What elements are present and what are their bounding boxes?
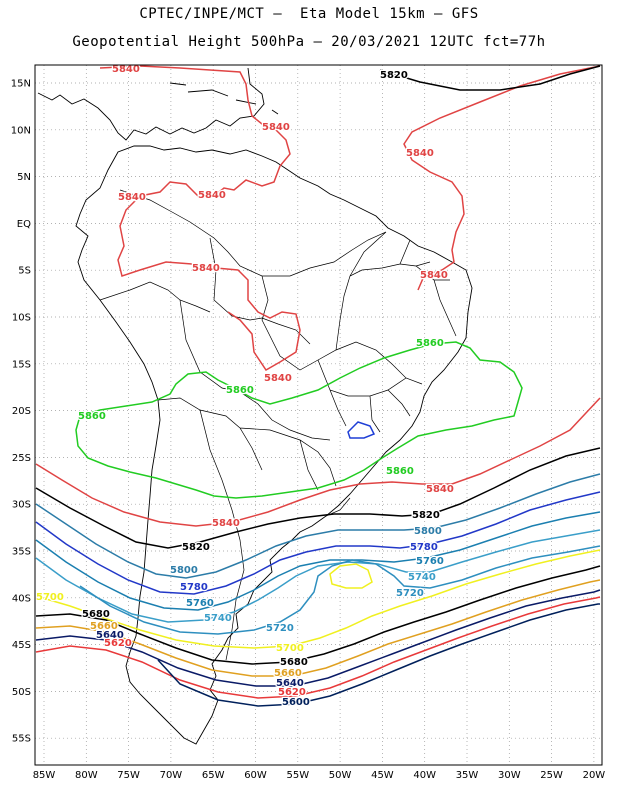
lat-tick-label: 50S (12, 687, 31, 698)
contour-label: 5720 (396, 588, 424, 599)
lon-tick-label: 65W (202, 770, 225, 781)
contour-5700-loop (329, 563, 373, 589)
south-america-coast (75, 145, 473, 745)
contour-label: 5620 (104, 638, 132, 649)
contour-label: 5840 (118, 192, 146, 203)
contour-5620 (35, 596, 601, 699)
contour-label: 5840 (192, 263, 220, 274)
contour-label: 5840 (112, 64, 140, 75)
contour-label: 5740 (408, 572, 436, 583)
contour-label: 5660 (90, 621, 118, 632)
contour-5800 (35, 473, 601, 579)
contour-5660 (35, 579, 601, 677)
chart-title-line1: CPTEC/INPE/MCT – Eta Model 15km – GFS (139, 6, 479, 22)
contour-5740 (35, 529, 601, 623)
contour-5780 (35, 491, 601, 595)
lat-tick-label: 10S (12, 313, 31, 324)
lat-tick-label: 5N (17, 172, 31, 183)
continent-outline (37, 67, 473, 745)
contour-label: 5820 (182, 542, 210, 553)
contour-5680 (35, 565, 601, 665)
lat-tick-label: 15S (12, 359, 31, 370)
contour-5820-north (379, 65, 601, 91)
contour-label: 5760 (416, 556, 444, 567)
contour-label: 5860 (416, 338, 444, 349)
lon-tick-label: 55W (286, 770, 309, 781)
contour-label: 5640 (276, 678, 304, 689)
lat-tick-label: EQ (17, 219, 31, 230)
lon-tick-label: 80W (75, 770, 98, 781)
contour-5640 (35, 589, 601, 687)
contour-label: 5680 (280, 657, 308, 668)
country-borders (99, 189, 457, 661)
contour-label: 5840 (212, 518, 240, 529)
lat-tick-label: 40S (12, 593, 31, 604)
lon-tick-label: 70W (160, 770, 183, 781)
contour-label: 5800 (170, 565, 198, 576)
lon-tick-label: 75W (117, 770, 140, 781)
contour-label: 5660 (274, 668, 302, 679)
graticule: 15N 10N 5N EQ 5S 10S 15S 20S 25S 30S 35S 40S 45S 50S 5… (11, 65, 606, 781)
lon-tick-label: 35W (456, 770, 479, 781)
contour-5700 (35, 549, 601, 649)
lon-tick-label: 45W (371, 770, 394, 781)
contour-label: 5780 (410, 542, 438, 553)
contour-5840-north (99, 65, 301, 371)
lat-tick-label: 10N (11, 125, 31, 136)
lat-tick-label: 5S (18, 266, 31, 277)
contour-label: 5740 (204, 613, 232, 624)
contour-5840-south (35, 397, 601, 527)
lon-tick-label: 85W (33, 770, 56, 781)
lon-tick-label: 25W (540, 770, 563, 781)
contour-label: 5700 (36, 592, 64, 603)
contour-label: 5700 (276, 643, 304, 654)
contour-5820-south (35, 447, 601, 549)
caribbean-islands (169, 82, 279, 115)
lat-tick-label: 45S (12, 640, 31, 651)
central-america-coast (37, 67, 265, 141)
contour-label: 5680 (82, 609, 110, 620)
contour-label: 5860 (386, 466, 414, 477)
contour-labels: 5840 5820 5840 5840 5840 5840 5840 5840 … (35, 63, 455, 710)
contour-label: 5840 (406, 148, 434, 159)
contour-5760 (35, 511, 601, 611)
contour-5880 (347, 421, 376, 439)
chart-title-line2: Geopotential Height 500hPa – 20/03/2021 … (72, 34, 546, 50)
contour-label: 5840 (420, 270, 448, 281)
lon-tick-label: 40W (413, 770, 436, 781)
contour-label: 5840 (426, 484, 454, 495)
lon-tick-label: 60W (244, 770, 267, 781)
contour-label: 5600 (282, 697, 310, 708)
contour-5860 (75, 341, 523, 499)
contour-lines (35, 65, 601, 707)
contour-label: 5820 (412, 510, 440, 521)
contour-label: 5760 (186, 598, 214, 609)
lat-tick-label: 15N (11, 79, 31, 90)
contour-5840-east (403, 65, 601, 291)
map-frame (34, 64, 603, 766)
contour-label: 5840 (262, 122, 290, 133)
lon-tick-label: 50W (329, 770, 352, 781)
contour-label: 5840 (198, 190, 226, 201)
lat-tick-label: 25S (12, 453, 31, 464)
contour-label: 5860 (226, 385, 254, 396)
contour-label: 5860 (78, 411, 106, 422)
contour-label: 5800 (414, 526, 442, 537)
lat-tick-label: 55S (12, 734, 31, 745)
lon-tick-label: 30W (498, 770, 521, 781)
contour-label: 5620 (278, 687, 306, 698)
lat-tick-label: 30S (12, 500, 31, 511)
lat-tick-label: 35S (12, 547, 31, 558)
contour-label: 5640 (96, 630, 124, 641)
contour-5600 (157, 603, 600, 707)
contour-label: 5720 (266, 623, 294, 634)
contour-label: 5780 (180, 582, 208, 593)
lon-tick-label: 20W (583, 770, 606, 781)
contour-5720 (79, 545, 601, 635)
contour-label: 5840 (264, 373, 292, 384)
contour-label: 5820 (380, 70, 408, 81)
lat-tick-label: 20S (12, 406, 31, 417)
